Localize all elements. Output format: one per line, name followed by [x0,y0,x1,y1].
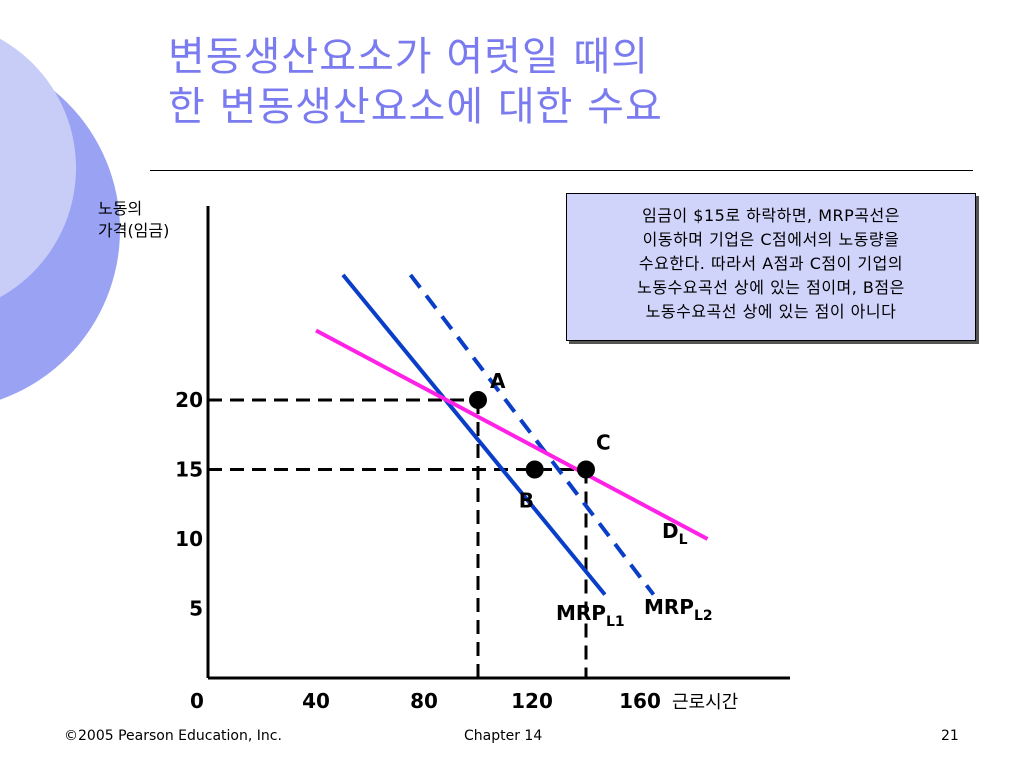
point-B [525,460,544,479]
series-line-MRPL2 [408,273,656,596]
series-label-main-MRPL2: MRP [644,595,694,619]
series-label-MRPL1: MRPL1 [556,601,625,630]
note-line-5: 노동수요곡선 상에 있는 점이 아니다 [645,302,897,321]
series-line-MRPL1 [341,273,607,596]
point-label-B: B [519,489,534,513]
y-axis-label-line-1: 노동의 [98,199,143,218]
title-line-2: 한 변동생산요소에 대한 수요 [168,84,663,130]
explanation-note: 임금이 $15로 하락하면, MRP곡선은 이동하며 기업은 C점에서의 노동량… [566,193,976,341]
title-line-1: 변동생산요소가 여럿일 때의 [168,34,650,80]
note-line-3: 수요한다. 따라서 A점과 C점이 기업의 [638,254,904,273]
y-tick-label-5: 5 [189,597,203,621]
footer-page-number: 21 [941,728,959,744]
x-tick-label-40: 40 [302,689,330,713]
y-tick-label-10: 10 [175,527,203,551]
slide-title: 변동생산요소가 여럿일 때의 한 변동생산요소에 대한 수요 [168,32,663,132]
series-label-sub-DL: L [679,532,688,548]
point-A [469,391,487,409]
series-label-sub-MRPL1: L1 [606,614,625,630]
title-divider [150,170,973,171]
footer-chapter: Chapter 14 [464,728,543,744]
note-line-2: 이동하며 기업은 C점에서의 노동량을 [642,230,900,249]
x-tick-label-120: 120 [511,689,553,713]
y-tick-label-15: 15 [175,458,203,482]
y-axis-label-line-2: 가격(임금) [98,221,170,240]
x-tick-label-80: 80 [410,689,438,713]
y-axis-label: 노동의 가격(임금) [98,198,169,242]
deco-inner-circle [0,38,76,298]
point-label-C: C [596,431,611,455]
series-label-main-DL: D [662,519,679,543]
point-label-A: A [490,369,506,393]
series-label-DL: DL [662,519,688,548]
point-C [577,460,595,479]
series-label-main-MRPL1: MRP [556,601,606,625]
note-line-1: 임금이 $15로 하락하면, MRP곡선은 [642,206,900,225]
series-line-DL [315,328,709,541]
series-label-sub-MRPL2: L2 [694,608,713,624]
x-tick-label-0: 0 [190,689,204,713]
x-tick-label-160: 160 [619,689,661,713]
series-label-MRPL2: MRPL2 [644,595,713,624]
y-tick-label-20: 20 [175,388,203,412]
footer-copyright: ©2005 Pearson Education, Inc. [64,728,282,744]
decorative-circles [0,38,120,400]
note-line-4: 노동수요곡선 상에 있는 점이며, B점은 [637,278,905,297]
x-axis-label: 근로시간 [672,692,738,713]
